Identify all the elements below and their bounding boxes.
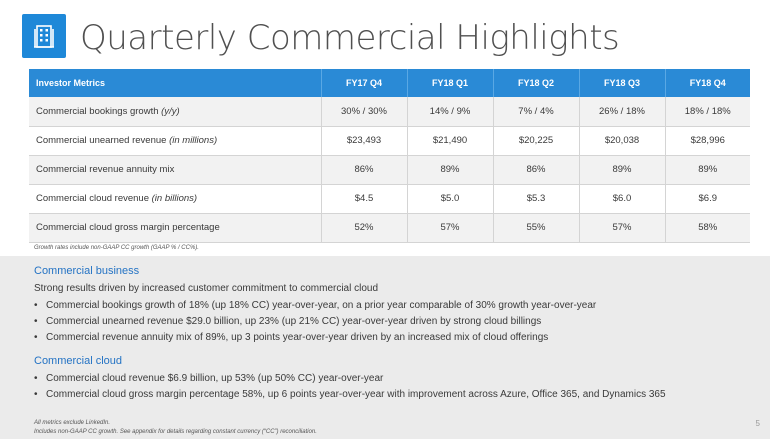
bullet-icon: •	[34, 389, 38, 400]
bullet-icon: •	[34, 316, 38, 327]
metric-value: 55%	[493, 213, 580, 243]
metric-value: 7% / 4%	[493, 97, 580, 127]
column-header: FY18 Q3	[579, 69, 666, 97]
footer-note: All metrics exclude LinkedIn.	[34, 420, 111, 426]
page-number: 5	[755, 419, 760, 428]
metric-value: 30% / 30%	[321, 97, 408, 127]
metric-value: $20,225	[493, 126, 580, 156]
bullet-icon: •	[34, 300, 38, 311]
metric-value: $20,038	[579, 126, 666, 156]
metric-label: Commercial cloud revenue (in billions)	[29, 184, 322, 214]
metric-value: 18% / 18%	[665, 97, 750, 127]
page-title: Quarterly Commercial Highlights	[80, 18, 620, 58]
column-header: FY18 Q2	[493, 69, 580, 97]
metric-label: Commercial bookings growth (y/y)	[29, 97, 322, 127]
list-item: • Commercial revenue annuity mix of 89%, …	[34, 332, 549, 343]
column-header: Investor Metrics	[29, 69, 322, 97]
building-icon	[22, 14, 66, 58]
table-row: Commercial cloud revenue (in billions) $…	[29, 184, 750, 214]
metric-label: Commercial cloud gross margin percentage	[29, 213, 322, 243]
column-header: FY18 Q1	[407, 69, 494, 97]
table-header-row: Investor Metrics FY17 Q4 FY18 Q1 FY18 Q2…	[29, 69, 750, 97]
column-header: FY17 Q4	[321, 69, 408, 97]
metric-value: $5.0	[407, 184, 494, 214]
table-row: Commercial unearned revenue (in millions…	[29, 126, 750, 156]
table-footnote: Growth rates include non-GAAP CC growth …	[34, 245, 199, 251]
metric-value: 26% / 18%	[579, 97, 666, 127]
footer-note: Includes non-GAAP CC growth. See appendi…	[34, 429, 317, 435]
metric-value: 57%	[579, 213, 666, 243]
list-item: • Commercial bookings growth of 18% (up 1…	[34, 300, 597, 311]
list-item: • Commercial cloud gross margin percentag…	[34, 389, 666, 400]
metric-value: $5.3	[493, 184, 580, 214]
metric-label: Commercial unearned revenue (in millions…	[29, 126, 322, 156]
metric-value: 14% / 9%	[407, 97, 494, 127]
list-item: • Commercial unearned revenue $29.0 billi…	[34, 316, 542, 327]
table-row: Commercial cloud gross margin percentage…	[29, 213, 750, 243]
list-item: • Commercial cloud revenue $6.9 billion, …	[34, 373, 384, 384]
metric-label: Commercial revenue annuity mix	[29, 155, 322, 185]
metric-value: 89%	[665, 155, 750, 185]
commercial-cloud-heading: Commercial cloud	[34, 355, 123, 367]
metric-value: $6.0	[579, 184, 666, 214]
metric-value: 89%	[407, 155, 494, 185]
metric-value: 89%	[579, 155, 666, 185]
metric-value: 58%	[665, 213, 750, 243]
table-row: Commercial revenue annuity mix 86% 89% 8…	[29, 155, 750, 185]
metric-value: 86%	[321, 155, 408, 185]
metric-value: $28,996	[665, 126, 750, 156]
commercial-business-intro: Strong results driven by increased custo…	[34, 283, 379, 294]
bullet-icon: •	[34, 332, 38, 343]
investor-metrics-table: Investor Metrics FY17 Q4 FY18 Q1 FY18 Q2…	[29, 69, 750, 243]
metric-value: 86%	[493, 155, 580, 185]
metric-value: $6.9	[665, 184, 750, 214]
metric-value: $23,493	[321, 126, 408, 156]
metric-value: 52%	[321, 213, 408, 243]
highlights-panel: Commercial business Strong results drive…	[0, 256, 770, 439]
table-row: Commercial bookings growth (y/y) 30% / 3…	[29, 97, 750, 127]
commercial-business-heading: Commercial business	[34, 265, 140, 277]
bullet-icon: •	[34, 373, 38, 384]
metric-value: $21,490	[407, 126, 494, 156]
metric-value: $4.5	[321, 184, 408, 214]
metric-value: 57%	[407, 213, 494, 243]
column-header: FY18 Q4	[665, 69, 750, 97]
